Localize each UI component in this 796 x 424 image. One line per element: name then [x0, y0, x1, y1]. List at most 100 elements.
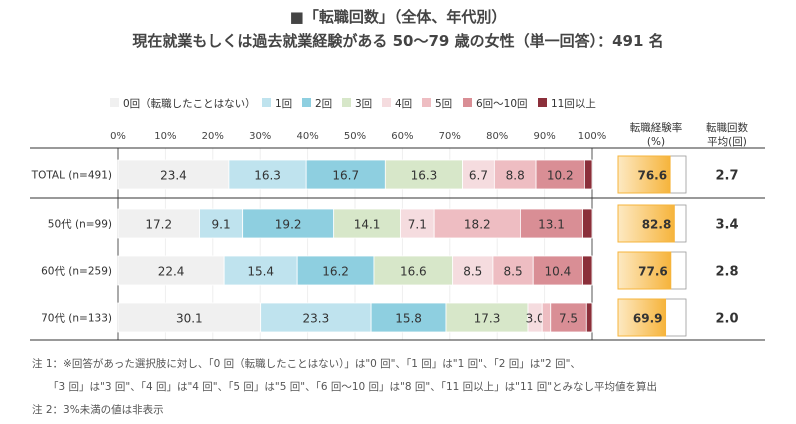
avg-label-2: 2.8: [715, 265, 738, 280]
bar-segment-r3-s2: [370, 302, 447, 333]
avg-header-line-2: 平均(回): [707, 136, 747, 148]
bar-segment-r0-s2: [305, 159, 386, 190]
bar-segment-r1-s5: [433, 208, 521, 239]
data-label-r0-s6: 10.2: [547, 169, 574, 183]
bar-segment-r3-s0: [117, 302, 262, 333]
legend-swatch-3: [342, 98, 351, 107]
bar-segment-r1-s2: [242, 208, 335, 239]
bar-segment-r0-s7: [584, 159, 593, 190]
note-1-line-1: 注 1：※回答があった選択肢に対し、「0 回（転職したことはない）」は"0 回"…: [32, 358, 581, 370]
note-2: 注 2：3%未満の値は非表示: [32, 404, 164, 416]
x-tick-label-0: 0%: [110, 131, 126, 142]
rate-label-1: 82.8: [642, 218, 672, 232]
data-label-r0-s3: 16.3: [411, 169, 438, 183]
rate-header-line-2: (%): [647, 136, 665, 148]
bar-segment-r1-s1: [199, 208, 244, 239]
legend-label-6: 6回～10回: [476, 98, 528, 110]
rate-label-0: 76.6: [637, 169, 667, 183]
bar-segment-r3-s5: [541, 302, 552, 333]
x-tick-label-2: 20%: [202, 131, 224, 142]
data-label-r3-s6: 7.5: [559, 312, 578, 326]
category-label-1: 50代 (n=99): [48, 219, 112, 231]
legend-swatch-6: [463, 98, 472, 107]
legend-swatch-4: [382, 98, 391, 107]
x-tick-label-1: 10%: [154, 131, 176, 142]
data-label-r0-s1: 16.3: [254, 169, 281, 183]
rate-label-2: 77.6: [638, 265, 668, 279]
legend-label-0: 0回（転職したことはない）: [123, 98, 256, 110]
legend-label-4: 4回: [395, 98, 412, 110]
data-label-r3-s4: 3.0: [526, 312, 545, 326]
bar-segment-r2-s3: [373, 255, 454, 286]
bar-segment-r1-s7: [582, 208, 593, 239]
bar-segment-r3-s3: [445, 302, 529, 333]
x-tick-label-3: 30%: [249, 131, 271, 142]
data-label-r3-s1: 23.3: [303, 312, 330, 326]
data-label-r1-s2: 19.2: [275, 218, 302, 232]
avg-header-line-1: 転職回数: [706, 121, 748, 134]
data-label-r3-s0: 30.1: [176, 312, 203, 326]
rate-header-line-1: 転職経験率: [630, 121, 683, 134]
data-label-r2-s6: 10.4: [545, 265, 572, 279]
legend-swatch-5: [422, 98, 431, 107]
data-label-r0-s0: 23.4: [160, 169, 187, 183]
x-tick-label-6: 60%: [391, 131, 413, 142]
data-label-r2-s4: 8.5: [463, 265, 482, 279]
x-tick-label-5: 50%: [344, 131, 366, 142]
data-label-r1-s1: 9.1: [212, 218, 231, 232]
rate-gauge-fill-2: [617, 251, 672, 290]
bar-segment-r2-s0: [117, 255, 225, 286]
x-tick-label-10: 100%: [578, 131, 607, 142]
x-tick-label-9: 90%: [533, 131, 555, 142]
bar-segment-r1-s4: [400, 208, 435, 239]
data-label-r0-s5: 8.8: [506, 169, 525, 183]
bar-segment-r3-s1: [260, 302, 372, 333]
rate-gauge-fill-1: [617, 204, 675, 243]
avg-label-0: 2.7: [715, 169, 738, 184]
data-label-r0-s2: 16.7: [332, 169, 359, 183]
bar-segment-r1-s0: [117, 208, 200, 239]
bar-segment-r0-s1: [228, 159, 307, 190]
legend-swatch-7: [538, 98, 547, 107]
bar-segment-r2-s4: [452, 255, 494, 286]
bar-segment-r2-s6: [532, 255, 583, 286]
data-label-r1-s5: 18.2: [464, 218, 491, 232]
data-label-r1-s6: 13.1: [538, 218, 565, 232]
bar-segment-r0-s6: [535, 159, 585, 190]
data-label-r3-s3: 17.3: [474, 312, 501, 326]
legend-label-1: 1回: [275, 98, 292, 110]
chart-subtitle: 現在就業もしくは過去就業経験がある 50～79 歳の女性（単一回答）：491 名: [132, 32, 664, 50]
data-label-r2-s3: 16.6: [400, 265, 427, 279]
avg-label-1: 3.4: [715, 218, 738, 233]
x-tick-label-4: 40%: [296, 131, 318, 142]
legend-label-3: 3回: [355, 98, 372, 110]
legend-label-7: 11回以上: [551, 98, 596, 110]
rate-gauge-fill-0: [617, 155, 671, 194]
data-label-r1-s0: 17.2: [145, 218, 172, 232]
bar-segment-r0-s4: [462, 159, 495, 190]
bar-segment-r0-s5: [493, 159, 537, 190]
data-label-r2-s2: 16.2: [322, 265, 349, 279]
rate-gauge-fill-3: [617, 298, 667, 337]
avg-label-3: 2.0: [715, 312, 738, 327]
category-label-2: 60代 (n=259): [41, 266, 112, 278]
bar-segment-r1-s6: [520, 208, 583, 239]
note-1-line-2: 「3 回」は"3 回"、「4 回」は"4 回"、「5 回」は"5 回"、「6 回…: [48, 381, 658, 393]
data-label-r0-s4: 6.7: [469, 169, 488, 183]
legend-swatch-0: [110, 98, 119, 107]
legend-swatch-2: [302, 98, 311, 107]
legend-label-5: 5回: [435, 98, 452, 110]
data-label-r2-s1: 15.4: [247, 265, 274, 279]
bar-segment-r1-s3: [333, 208, 401, 239]
bar-segment-r3-s7: [585, 302, 593, 333]
data-label-r3-s2: 15.8: [395, 312, 422, 326]
x-tick-label-8: 80%: [486, 131, 508, 142]
data-label-r2-s0: 22.4: [158, 265, 185, 279]
bar-segment-r0-s0: [117, 159, 230, 190]
legend-label-2: 2回: [315, 98, 332, 110]
data-label-r2-s5: 8.5: [504, 265, 523, 279]
data-label-r1-s3: 14.1: [354, 218, 381, 232]
x-tick-label-7: 70%: [439, 131, 461, 142]
category-label-0: TOTAL (n=491): [31, 170, 112, 182]
